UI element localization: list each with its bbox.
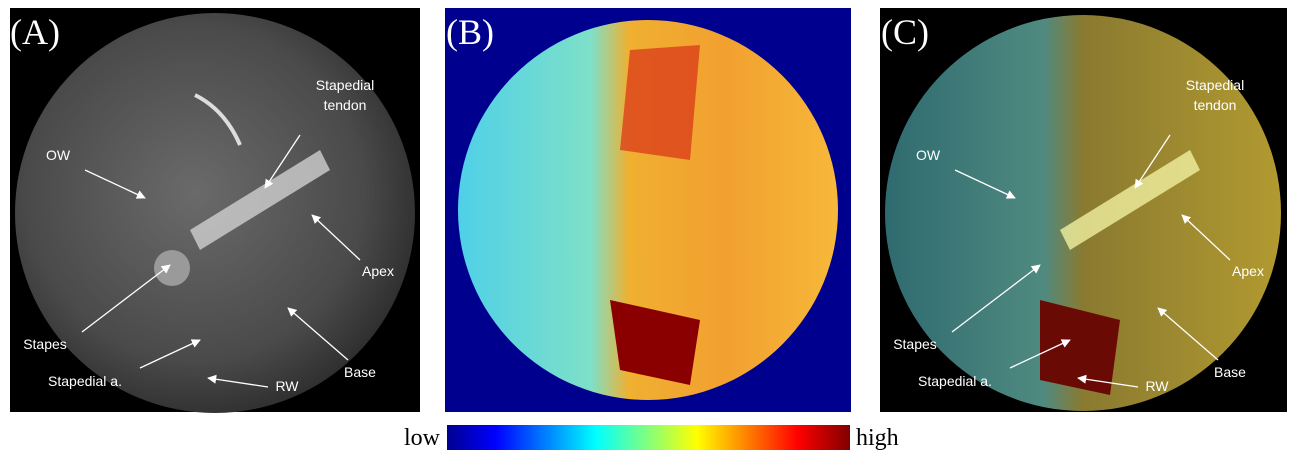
annotation: tendon — [1194, 97, 1237, 113]
annotation: OW — [916, 147, 941, 163]
annotation: RW — [1145, 378, 1169, 394]
annotation: RW — [275, 378, 299, 394]
annotation: Stapedial a. — [48, 373, 122, 389]
panel-label: (C) — [881, 12, 929, 52]
annotation: Stapedial — [316, 77, 374, 93]
annotation: Stapes — [893, 336, 937, 352]
annotation: Apex — [362, 263, 394, 279]
annotation: Base — [344, 364, 376, 380]
panel-label: (A) — [10, 12, 60, 52]
annotation: OW — [46, 147, 71, 163]
annotation: Base — [1214, 364, 1246, 380]
colorbar — [447, 425, 850, 450]
annotation: tendon — [324, 97, 367, 113]
panel-a — [10, 8, 420, 413]
colorbar-high: high — [856, 425, 899, 451]
panel-b — [445, 8, 851, 412]
figure: (A) (B) (C) low high Stapedial tendon OW Ap… — [0, 0, 1290, 453]
annotation: Stapedial — [1186, 77, 1244, 93]
panel-c — [880, 8, 1287, 412]
panel-label: (B) — [446, 12, 494, 52]
annotation: Apex — [1232, 263, 1264, 279]
annotation: Stapedial a. — [918, 373, 992, 389]
annotation: Stapes — [23, 336, 67, 352]
colorbar-low: low — [404, 425, 441, 451]
